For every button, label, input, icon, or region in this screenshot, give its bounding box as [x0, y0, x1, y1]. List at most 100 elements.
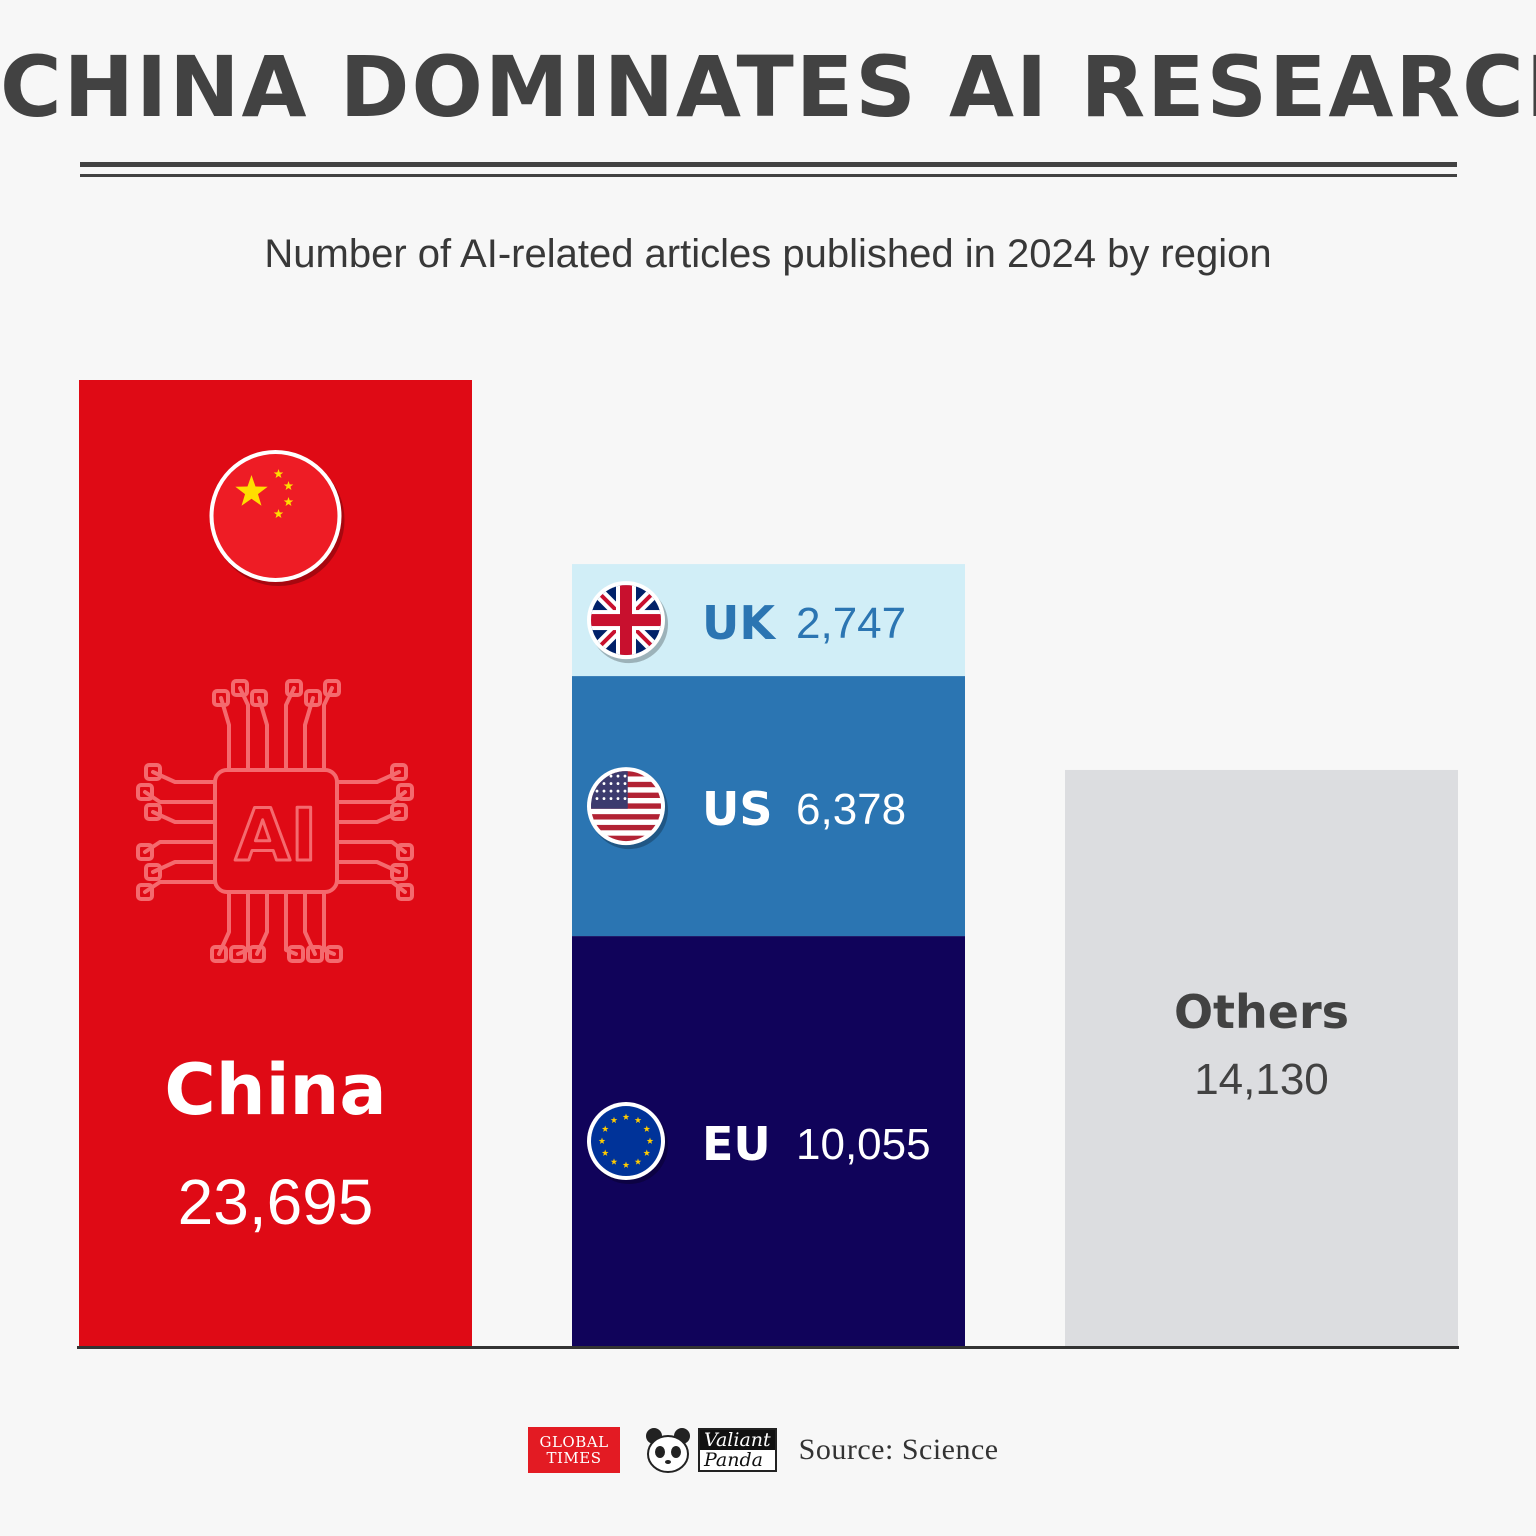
- us-flag-icon-art: [591, 771, 661, 842]
- china-flag-small-star: [283, 481, 294, 491]
- others-label: Others: [1174, 985, 1349, 1039]
- others-value: 14,130: [1194, 1055, 1329, 1104]
- ai-chip-pad: [144, 863, 162, 881]
- us-flag-stripe: [591, 808, 661, 815]
- eu-flag-star: [643, 1125, 651, 1132]
- uk-flag-icon-art: [591, 585, 661, 656]
- us-flag-star: [595, 797, 599, 800]
- eu-flag-star: [622, 1161, 630, 1168]
- ai-chip-pad: [231, 679, 249, 697]
- ai-chip-pad: [390, 803, 408, 821]
- ai-chip-trace: [335, 790, 407, 804]
- china-value: 23,695: [178, 1166, 374, 1238]
- us-flag-star: [602, 797, 606, 800]
- ai-chip-pad: [396, 883, 414, 901]
- ai-chip-pad: [390, 863, 408, 881]
- us-flag-stripe: [591, 824, 661, 831]
- ai-chip-pad: [285, 679, 303, 697]
- ai-chip-trace: [322, 890, 336, 956]
- bar-chart: AI China 23,695 EU 10,055 US 6,378 UK 2,747 Other…: [77, 380, 1459, 1349]
- us-flag-star: [623, 782, 627, 785]
- eu-flag-icon: [587, 1102, 668, 1185]
- title-rule-thin: [80, 174, 1457, 177]
- eu-flag-star: [601, 1125, 609, 1132]
- ai-chip-pad: [396, 843, 414, 861]
- china-flag-small-star: [273, 509, 284, 519]
- us-flag-star: [595, 789, 599, 793]
- ai-chip-pad: [287, 945, 305, 963]
- bar-segment-us-label: US: [702, 782, 772, 836]
- us-flag-star: [609, 782, 613, 785]
- page-title: CHINA DOMINATES AI RESEARCH: [0, 38, 1536, 136]
- title-rule-thick: [80, 162, 1457, 167]
- ai-chip-pad: [304, 689, 322, 707]
- ai-chip-pad: [212, 689, 230, 707]
- us-flag-star: [609, 797, 613, 800]
- ai-chip-pad: [136, 783, 154, 801]
- ai-chip-trace: [335, 880, 407, 894]
- us-flag-star: [623, 774, 627, 778]
- us-flag-star: [609, 789, 613, 793]
- china-flag-icon-art: [213, 454, 338, 578]
- ai-chip-pad: [144, 763, 162, 781]
- us-flag-stripe: [591, 835, 661, 842]
- ai-chip-pad: [136, 843, 154, 861]
- source-note: Source: Science: [798, 1433, 999, 1466]
- china-flag-small-star: [273, 469, 284, 479]
- ai-chip-pad: [390, 763, 408, 781]
- us-flag-stripe: [591, 814, 661, 821]
- bar-segment-uk-label: UK: [702, 596, 777, 650]
- eu-flag-star: [634, 1116, 642, 1124]
- footer: GLOBAL TIMES Valiant Panda Source: Scien…: [528, 1424, 999, 1476]
- global-times-logo-top: GLOBAL: [539, 1433, 609, 1451]
- eu-flag-star: [610, 1158, 618, 1165]
- ai-chip-pad: [306, 945, 324, 963]
- china-label: China: [164, 1049, 386, 1131]
- eu-flag-star: [622, 1113, 630, 1120]
- us-flag-star: [602, 782, 606, 785]
- chart-baseline: [77, 1346, 1459, 1349]
- ai-chip-pad: [248, 945, 266, 963]
- eu-flag-star: [634, 1158, 642, 1165]
- chart-subtitle: Number of AI-related articles published …: [264, 232, 1272, 276]
- valiant-panda-logo: Valiant Panda: [642, 1424, 777, 1476]
- us-flag-icon: [587, 767, 668, 850]
- china-flag-field: [213, 454, 338, 578]
- ai-chip-pad: [144, 803, 162, 821]
- bar-segment-eu-value: 10,055: [796, 1120, 931, 1169]
- bar-segment-us-value: 6,378: [796, 785, 906, 834]
- bar-others: [1065, 769, 1458, 1346]
- us-flag-star: [616, 797, 620, 800]
- ai-chip-pad: [323, 679, 341, 697]
- global-times-logo-bottom: TIMES: [546, 1449, 602, 1467]
- us-flag-star: [616, 782, 620, 785]
- global-times-logo: GLOBAL TIMES: [528, 1427, 620, 1473]
- ai-chip-pad: [325, 945, 343, 963]
- bar-segment-uk-value: 2,747: [796, 599, 906, 648]
- us-flag-stripe: [591, 830, 661, 837]
- ai-chip-pad: [210, 945, 228, 963]
- ai-chip-glyph: AI: [235, 793, 318, 877]
- us-flag-star: [609, 774, 613, 778]
- us-flag-stripe: [591, 819, 661, 826]
- eu-flag-star: [646, 1137, 654, 1144]
- eu-flag-star: [643, 1149, 651, 1156]
- eu-flag-star: [610, 1116, 618, 1124]
- valiant-text: Valiant: [700, 1430, 775, 1450]
- eu-flag-icon-art: [591, 1106, 661, 1177]
- ai-chip-pad: [396, 783, 414, 801]
- us-flag-star: [602, 789, 606, 793]
- eu-flag-star: [598, 1137, 606, 1144]
- ai-chip-trace: [284, 890, 298, 956]
- uk-flag-icon: [587, 581, 668, 664]
- ai-chip-trace: [335, 840, 407, 854]
- us-flag-star: [623, 789, 627, 793]
- bar-segment-eu-label: EU: [702, 1117, 771, 1171]
- us-flag-star: [616, 789, 620, 793]
- uk-flag-cross-red-v: [620, 585, 632, 656]
- eu-flag-star: [601, 1149, 609, 1156]
- china-flag-icon: [209, 450, 345, 586]
- ai-chip-body: [213, 768, 339, 894]
- panda-text: Panda: [700, 1450, 775, 1470]
- china-flag-small-star: [283, 497, 294, 507]
